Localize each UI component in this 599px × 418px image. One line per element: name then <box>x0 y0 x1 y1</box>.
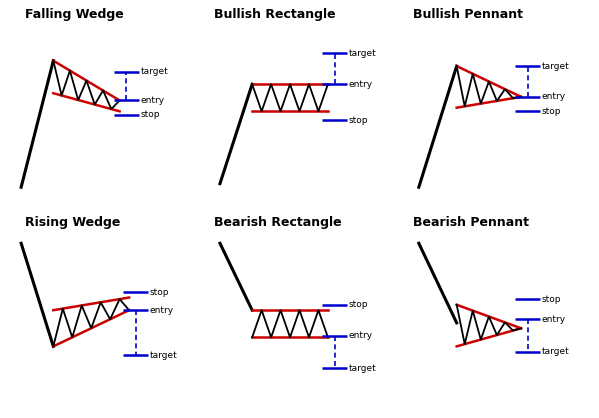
Text: target: target <box>150 351 178 360</box>
Text: target: target <box>349 364 377 372</box>
Text: Falling Wedge: Falling Wedge <box>25 8 123 21</box>
Text: entry: entry <box>542 92 566 101</box>
Text: stop: stop <box>542 295 561 304</box>
Text: Bearish Rectangle: Bearish Rectangle <box>214 216 342 229</box>
Text: Bullish Rectangle: Bullish Rectangle <box>214 8 336 21</box>
Text: stop: stop <box>349 116 368 125</box>
Text: stop: stop <box>542 107 561 116</box>
Text: entry: entry <box>140 96 165 105</box>
Text: target: target <box>140 67 168 76</box>
Text: stop: stop <box>140 110 160 120</box>
Text: stop: stop <box>349 300 368 309</box>
Text: entry: entry <box>349 80 373 89</box>
Text: Bullish Pennant: Bullish Pennant <box>413 8 523 21</box>
Text: entry: entry <box>349 331 373 340</box>
Text: target: target <box>349 49 377 58</box>
Text: Bearish Pennant: Bearish Pennant <box>413 216 529 229</box>
Text: Rising Wedge: Rising Wedge <box>25 216 120 229</box>
Text: target: target <box>542 347 570 356</box>
Text: entry: entry <box>542 315 566 324</box>
Text: entry: entry <box>150 306 174 315</box>
Text: stop: stop <box>150 288 170 297</box>
Text: target: target <box>542 61 570 71</box>
